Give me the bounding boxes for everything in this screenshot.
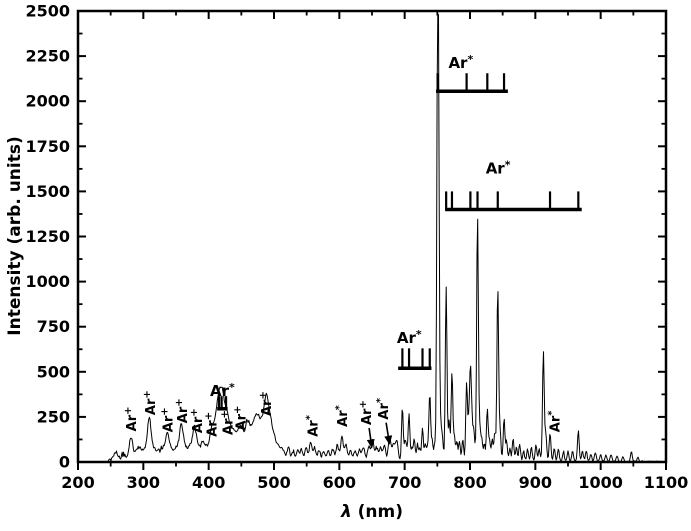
- plot-frame: [76, 9, 668, 464]
- y-tick-label: 2000: [25, 92, 70, 111]
- y-tick-label: 500: [37, 362, 70, 381]
- y-tick-label: 2500: [25, 2, 70, 21]
- y-tick-label: 1500: [25, 182, 70, 201]
- x-tick-label: 600: [323, 473, 356, 492]
- x-tick-label: 1000: [578, 473, 623, 492]
- x-tick-label: 800: [453, 473, 486, 492]
- peak-label: Ar+: [258, 391, 275, 416]
- x-tick-label: 700: [388, 473, 421, 492]
- peak-label: Ar*: [546, 410, 563, 432]
- annotation-arrowhead: [384, 435, 393, 445]
- annotation-arrowhead: [366, 439, 375, 449]
- y-tick-label: 2250: [25, 47, 70, 66]
- y-tick-label: 1250: [25, 227, 70, 246]
- comb-label: Ar*: [448, 53, 473, 72]
- peak-label: Ar+: [123, 406, 140, 431]
- peak-label: Ar+: [142, 390, 159, 415]
- peak-label: Ar+: [160, 407, 177, 432]
- x-tick-label: 400: [192, 473, 225, 492]
- peak-label: Ar+: [233, 406, 250, 431]
- peak-label: Ar*: [305, 414, 322, 436]
- y-tick-label: 0: [59, 453, 70, 472]
- peak-label: Ar+: [220, 410, 237, 435]
- chart-generated-content: 200 300 400 500 600 700 800 900 1000 1100 0 250 500 7…: [25, 2, 688, 493]
- y-tick-label: 1750: [25, 137, 70, 156]
- x-tick-label: 500: [257, 473, 290, 492]
- y-tick-label: 750: [37, 317, 70, 336]
- comb-label: Ar*: [397, 328, 422, 347]
- peak-label: Ar*: [334, 404, 351, 426]
- y-tick-label: 1000: [25, 272, 70, 291]
- comb-label: Ar*: [486, 158, 511, 177]
- x-tick-label: 900: [519, 473, 552, 492]
- x-tick-label: 200: [61, 473, 94, 492]
- peak-label: Ar+: [203, 412, 220, 437]
- peak-label: Ar+: [174, 398, 191, 423]
- x-axis-title: λ (nm): [340, 502, 403, 522]
- x-tick-label: 300: [127, 473, 160, 492]
- y-axis-title: Intensity (arb. units): [5, 136, 25, 335]
- y-tick-label: 250: [37, 407, 70, 426]
- spectrum-trace: [77, 14, 666, 463]
- peak-label: Ar+: [189, 408, 206, 433]
- x-tick-label: 1100: [644, 473, 689, 492]
- comb-label: Ar*: [210, 381, 235, 400]
- peak-label: Ar+: [358, 400, 375, 425]
- peak-label: Ar*: [375, 397, 392, 419]
